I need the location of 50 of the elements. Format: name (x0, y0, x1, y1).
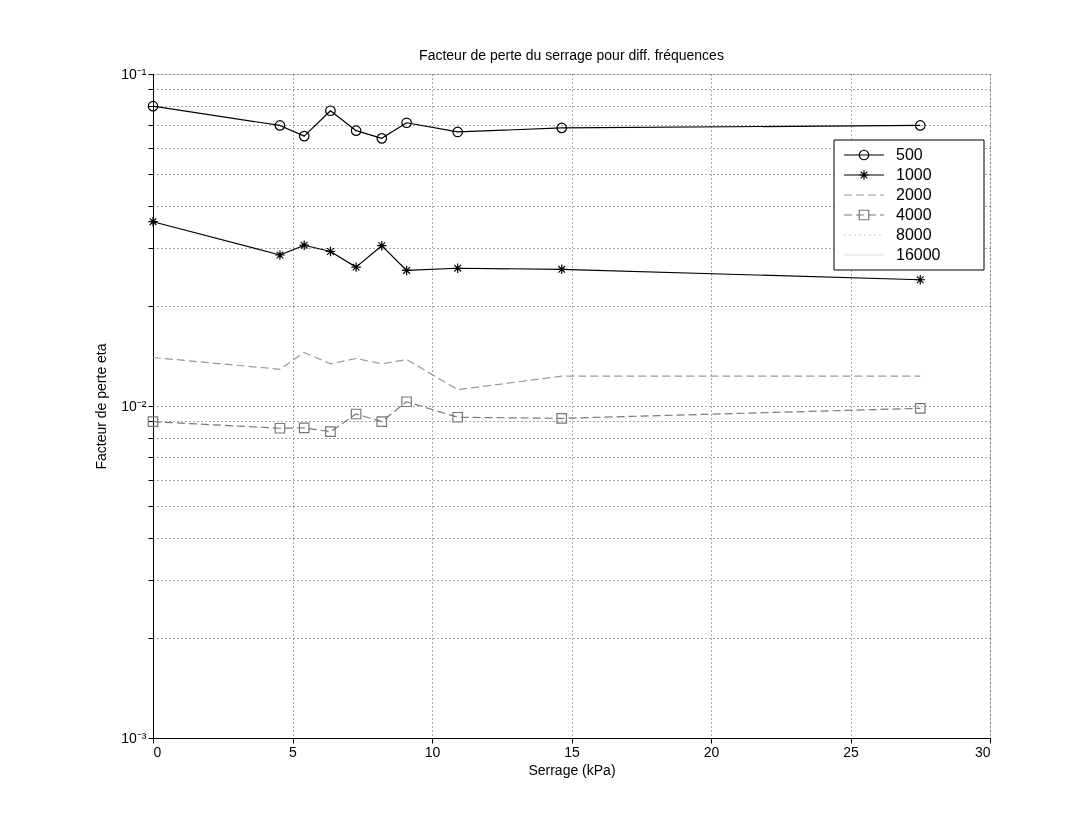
point (376, 416, 388, 428)
x-tick-label: 20 (703, 743, 720, 760)
point (556, 264, 568, 275)
point (914, 274, 926, 286)
point (376, 240, 388, 252)
point (147, 100, 159, 112)
legend-label: 16000 (896, 246, 941, 263)
legend-label: 500 (896, 146, 923, 163)
point (325, 105, 336, 117)
point (147, 216, 159, 228)
point (274, 422, 286, 434)
x-tick-label: 15 (564, 743, 580, 760)
point (401, 117, 412, 129)
point (325, 426, 336, 437)
chart-title: Facteur de perte du serrage pour diff. fréquences (419, 47, 724, 63)
point (274, 120, 286, 131)
point (274, 249, 286, 261)
point (452, 262, 464, 274)
point (350, 408, 362, 420)
point (350, 261, 362, 273)
point (556, 122, 568, 134)
legend-label: 8000 (896, 226, 932, 243)
x-axis-title: Serrage (kPa) (528, 761, 616, 778)
x-tick-label: 0 (153, 743, 162, 760)
point (914, 120, 926, 131)
y-axis-title: Facteur de perte eta (93, 343, 110, 470)
point (298, 239, 310, 251)
x-tick-label: 5 (289, 743, 298, 760)
y-tick-label: 10⁻¹ (121, 65, 147, 82)
point (452, 411, 464, 423)
point (452, 126, 464, 138)
point (350, 125, 362, 136)
point (401, 396, 412, 408)
x-tick-label: 10 (424, 743, 441, 760)
legend-label: 2000 (896, 186, 932, 203)
x-tick-label: 25 (843, 743, 859, 760)
y-tick-label: 10⁻² (121, 397, 147, 414)
legend-label: 4000 (896, 206, 932, 223)
legend-label: 1000 (896, 166, 932, 183)
point (401, 265, 412, 276)
point (298, 422, 310, 434)
point (325, 246, 336, 257)
point (376, 133, 388, 144)
x-tick-label: 30 (974, 743, 991, 760)
point (556, 412, 568, 424)
point (914, 402, 926, 414)
y-tick-label: 10⁻³ (121, 729, 147, 746)
point (147, 416, 159, 428)
line-series (152, 351, 921, 391)
point (298, 130, 310, 142)
